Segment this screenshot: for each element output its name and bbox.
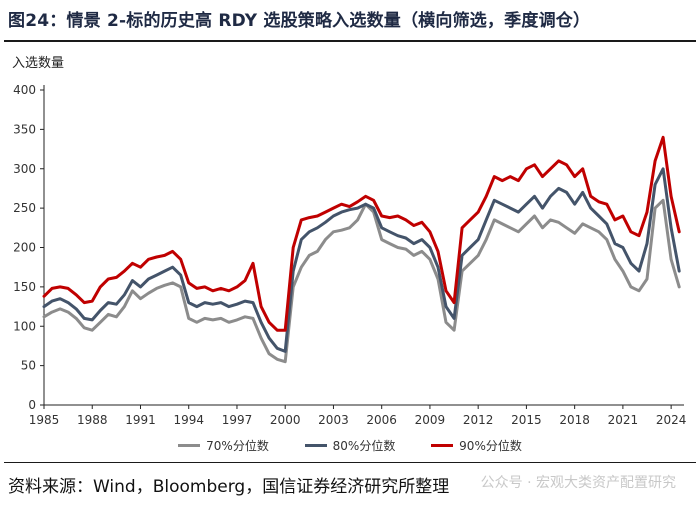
y-tick-label: 300	[13, 162, 36, 176]
x-tick-label: 2009	[415, 413, 446, 427]
x-tick-label: 2024	[656, 413, 687, 427]
source-divider	[4, 462, 696, 463]
watermark: 公众号 · 宏观大类资产配置研究	[480, 475, 676, 491]
legend-label-p90: 90%分位数	[459, 439, 522, 453]
legend-label-p80: 80%分位数	[332, 439, 396, 453]
chart-legend: 70%分位数 80%分位数 90%分位数	[0, 436, 700, 454]
y-tick-label: 400	[13, 83, 36, 97]
legend-item-p90: 90%分位数	[431, 437, 522, 454]
legend-swatch-p90	[431, 444, 454, 447]
series-line-p70	[42, 198, 681, 364]
x-tick-label: 2015	[511, 413, 542, 427]
legend-swatch-p70	[178, 444, 201, 447]
x-tick-label: 2000	[270, 413, 301, 427]
y-axis-label: 入选数量	[12, 56, 65, 71]
y-tick-label: 350	[13, 122, 36, 136]
x-tick-label: 1985	[29, 413, 60, 427]
title-divider	[4, 40, 696, 42]
x-tick-label: 2003	[318, 413, 349, 427]
y-tick-label: 150	[13, 280, 36, 294]
x-tick-label: 2018	[559, 413, 590, 427]
legend-item-p80: 80%分位数	[304, 437, 396, 454]
x-tick-label: 1997	[222, 413, 253, 427]
y-tick-label: 0	[28, 398, 36, 412]
x-tick-label: 2021	[608, 413, 639, 427]
y-tick-label: 250	[13, 201, 36, 215]
line-chart: 0 50 100 150 200 250 300 350 400 1985 1988 1991 1994…	[13, 83, 687, 427]
y-tick-label: 50	[21, 359, 36, 373]
x-tick-label: 1991	[125, 413, 156, 427]
x-tick-label: 1994	[173, 413, 204, 427]
source-note: 资料来源：Wind，Bloomberg，国信证券经济研究所整理	[8, 477, 450, 497]
legend-label-p70: 70%分位数	[206, 439, 269, 453]
legend-item-p70: 70%分位数	[178, 437, 269, 454]
x-tick-label: 2012	[463, 413, 494, 427]
chart-title: 图24：情景 2-标的历史高 RDY 选股策略入选数量（横向筛选，季度调仓）	[8, 11, 591, 31]
legend-swatch-p80	[304, 444, 327, 447]
series-line-p90	[42, 135, 681, 332]
y-tick-label: 100	[13, 319, 36, 333]
y-tick-label: 200	[13, 241, 36, 255]
x-tick-label: 2006	[366, 413, 397, 427]
x-tick-label: 1988	[77, 413, 108, 427]
series-line-p80	[42, 167, 681, 353]
